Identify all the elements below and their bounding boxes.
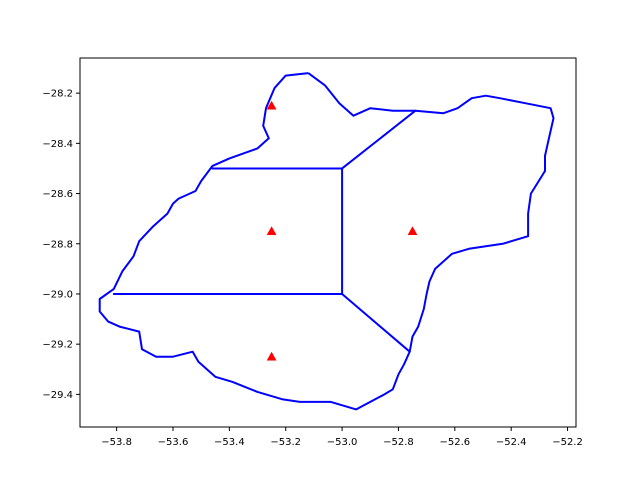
plot-area <box>98 72 555 411</box>
x-tick-label: −53.8 <box>101 437 132 448</box>
triangle-marker-3 <box>407 226 418 236</box>
triangle-marker-1 <box>266 100 277 110</box>
y-tick-label: −28.6 <box>42 189 73 200</box>
x-tick-label: −52.2 <box>552 437 583 448</box>
triangle-marker-4 <box>266 351 277 361</box>
y-axis: −28.2 −28.4 −28.6 −28.8 −29.0 −29.2 −29.4 <box>42 89 80 401</box>
x-axis: −53.8 −53.6 −53.4 −53.2 −53.0 −52.8 −52.6 −52.4… <box>101 427 583 448</box>
triangle-marker-2 <box>266 226 277 236</box>
x-tick-label: −53.6 <box>158 437 189 448</box>
x-tick-label: −52.8 <box>383 437 414 448</box>
y-tick-label: −29.0 <box>42 289 73 300</box>
axes-border <box>79 57 577 428</box>
division-line-5 <box>341 292 411 353</box>
division-line-3 <box>341 109 417 170</box>
region-boundary-line <box>98 72 555 411</box>
axes-frame <box>79 57 577 428</box>
y-tick-label: −29.4 <box>42 390 73 401</box>
y-tick-label: −28.4 <box>42 139 73 150</box>
x-tick-label: −52.6 <box>439 437 470 448</box>
x-tick-label: −53.2 <box>270 437 301 448</box>
x-tick-label: −53.0 <box>327 437 358 448</box>
y-tick-label: −28.2 <box>42 89 73 100</box>
y-tick-label: −28.8 <box>42 239 73 250</box>
x-tick-label: −52.4 <box>496 437 527 448</box>
y-tick-label: −29.2 <box>42 340 73 351</box>
x-tick-label: −53.4 <box>214 437 245 448</box>
